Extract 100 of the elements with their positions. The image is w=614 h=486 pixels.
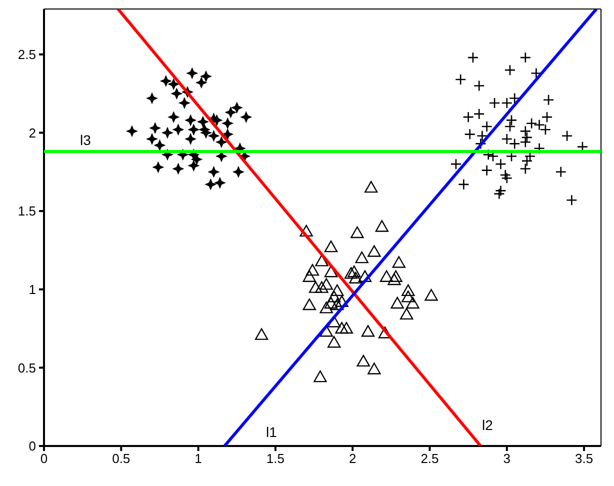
point [368, 245, 381, 257]
point [340, 322, 354, 334]
point [392, 256, 406, 268]
point [464, 128, 476, 140]
point [154, 139, 166, 152]
point [402, 284, 415, 296]
point [302, 298, 316, 310]
x-tick-label: 0 [40, 451, 48, 466]
point [390, 296, 404, 309]
point [254, 328, 268, 340]
point [400, 308, 414, 320]
point [200, 70, 212, 82]
point [320, 278, 333, 290]
point [424, 289, 438, 301]
point [184, 133, 197, 146]
point [348, 266, 361, 278]
point [196, 116, 209, 128]
point [306, 264, 320, 276]
point [327, 290, 341, 302]
point [188, 124, 200, 136]
point [506, 114, 518, 126]
point [302, 270, 316, 282]
point [355, 251, 368, 264]
point [188, 160, 200, 172]
point [500, 169, 511, 181]
point [495, 158, 506, 170]
point [324, 296, 338, 309]
point [481, 120, 492, 132]
point [364, 180, 378, 193]
point [198, 124, 210, 136]
point [300, 224, 313, 237]
annotation: l1 [266, 424, 277, 440]
x-tick-label: 3 [503, 451, 510, 466]
point [356, 354, 370, 367]
y-tick-label: 2.5 [18, 47, 36, 62]
point [541, 111, 553, 123]
point [534, 142, 545, 154]
point [388, 273, 401, 286]
point [168, 111, 180, 124]
point [361, 325, 375, 337]
annotation: l2 [482, 417, 493, 433]
point [186, 67, 198, 80]
point [208, 166, 220, 178]
point [358, 270, 372, 282]
point [320, 302, 333, 314]
point [481, 164, 492, 176]
point [504, 64, 516, 76]
point [344, 267, 358, 279]
point [530, 68, 542, 79]
point [324, 240, 338, 252]
point [542, 94, 554, 106]
point [161, 126, 174, 139]
x-tick-label: 2.5 [420, 451, 439, 466]
point [380, 270, 394, 282]
point [208, 130, 220, 142]
point [330, 298, 344, 310]
point [389, 270, 402, 282]
point [520, 126, 532, 137]
point [324, 266, 338, 278]
point [476, 130, 488, 142]
point [315, 281, 328, 293]
point [520, 163, 532, 174]
point [335, 295, 348, 307]
y-tick-label: 0 [28, 438, 36, 454]
point [232, 166, 244, 178]
x-tick-label: 1 [194, 451, 202, 466]
point [204, 178, 217, 190]
point [327, 336, 341, 348]
point [504, 120, 516, 132]
annotation: l3 [80, 132, 91, 148]
point [152, 161, 164, 174]
point [230, 102, 243, 114]
point [195, 76, 208, 89]
point [149, 122, 162, 134]
point [240, 111, 252, 124]
point [508, 92, 520, 104]
point [330, 284, 344, 296]
point [184, 114, 197, 126]
y-tick-label: 1.5 [18, 204, 36, 219]
point [178, 96, 190, 109]
point [160, 75, 172, 88]
point [473, 80, 485, 92]
point [368, 362, 381, 374]
x-tick-label: 2 [348, 451, 356, 466]
point [494, 188, 505, 200]
point [378, 326, 392, 338]
y-tick-label: 1 [28, 282, 36, 297]
point [214, 176, 226, 189]
point [308, 281, 322, 293]
point [375, 220, 389, 232]
point [224, 106, 237, 118]
point [454, 74, 466, 86]
point [473, 108, 485, 120]
point [521, 155, 533, 167]
point [488, 97, 500, 109]
point [450, 158, 462, 170]
point [402, 290, 415, 302]
point [315, 254, 328, 266]
point [172, 162, 184, 175]
point [172, 124, 184, 136]
